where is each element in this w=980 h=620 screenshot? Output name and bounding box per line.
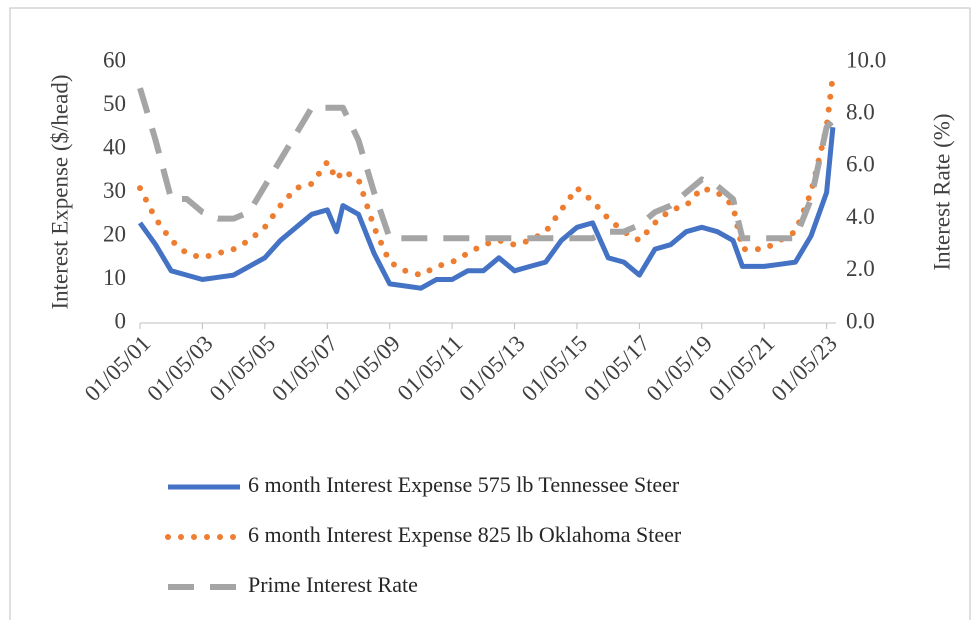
x-tick-label: 01/05/05: [205, 331, 281, 407]
x-tick-label: 01/05/17: [579, 331, 655, 407]
legend: 6 month Interest Expense 575 lb Tennesse…: [165, 472, 682, 597]
series-line: [137, 87, 836, 242]
chart-frame: [9, 7, 971, 620]
x-tick-label: 01/05/07: [267, 331, 343, 407]
legend-label: Prime Interest Rate: [248, 572, 418, 597]
y2-tick-label: 2.0: [846, 256, 875, 281]
legend-label: 6 month Interest Expense 825 lb Oklahoma…: [248, 522, 682, 547]
y2-tick-label: 10.0: [846, 47, 886, 72]
x-tick-label: 01/05/01: [80, 331, 156, 407]
series-line: [137, 127, 836, 291]
y2-axis-title: Interest Rate (%): [929, 113, 954, 270]
x-tick-label: 01/05/23: [766, 331, 842, 407]
y-tick-label: 50: [103, 91, 126, 116]
x-tick-label: 01/05/03: [142, 331, 218, 407]
x-tick-label: 01/05/19: [642, 331, 718, 407]
y-tick-label: 20: [103, 221, 126, 246]
y-tick-label: 10: [103, 265, 126, 290]
y-tick-label: 40: [103, 134, 126, 159]
y2-tick-label: 6.0: [846, 152, 875, 177]
y2-tick-label: 4.0: [846, 204, 875, 229]
y-tick-label: 30: [103, 178, 126, 203]
y2-tick-label: 8.0: [846, 99, 875, 124]
legend-label: 6 month Interest Expense 575 lb Tennesse…: [248, 472, 680, 497]
x-tick-label: 01/05/15: [517, 331, 593, 407]
y-axis-title: Interest Expense ($/head): [47, 74, 72, 309]
series-line: [137, 72, 836, 279]
x-tick-label: 01/05/11: [392, 331, 467, 406]
x-tick-label: 01/05/13: [454, 331, 530, 407]
x-tick-label: 01/05/21: [704, 331, 780, 407]
x-tick-label: 01/05/09: [329, 331, 405, 407]
y2-tick-label: 0.0: [846, 308, 875, 333]
y-tick-label: 0: [115, 308, 127, 333]
y-tick-label: 60: [103, 47, 126, 72]
